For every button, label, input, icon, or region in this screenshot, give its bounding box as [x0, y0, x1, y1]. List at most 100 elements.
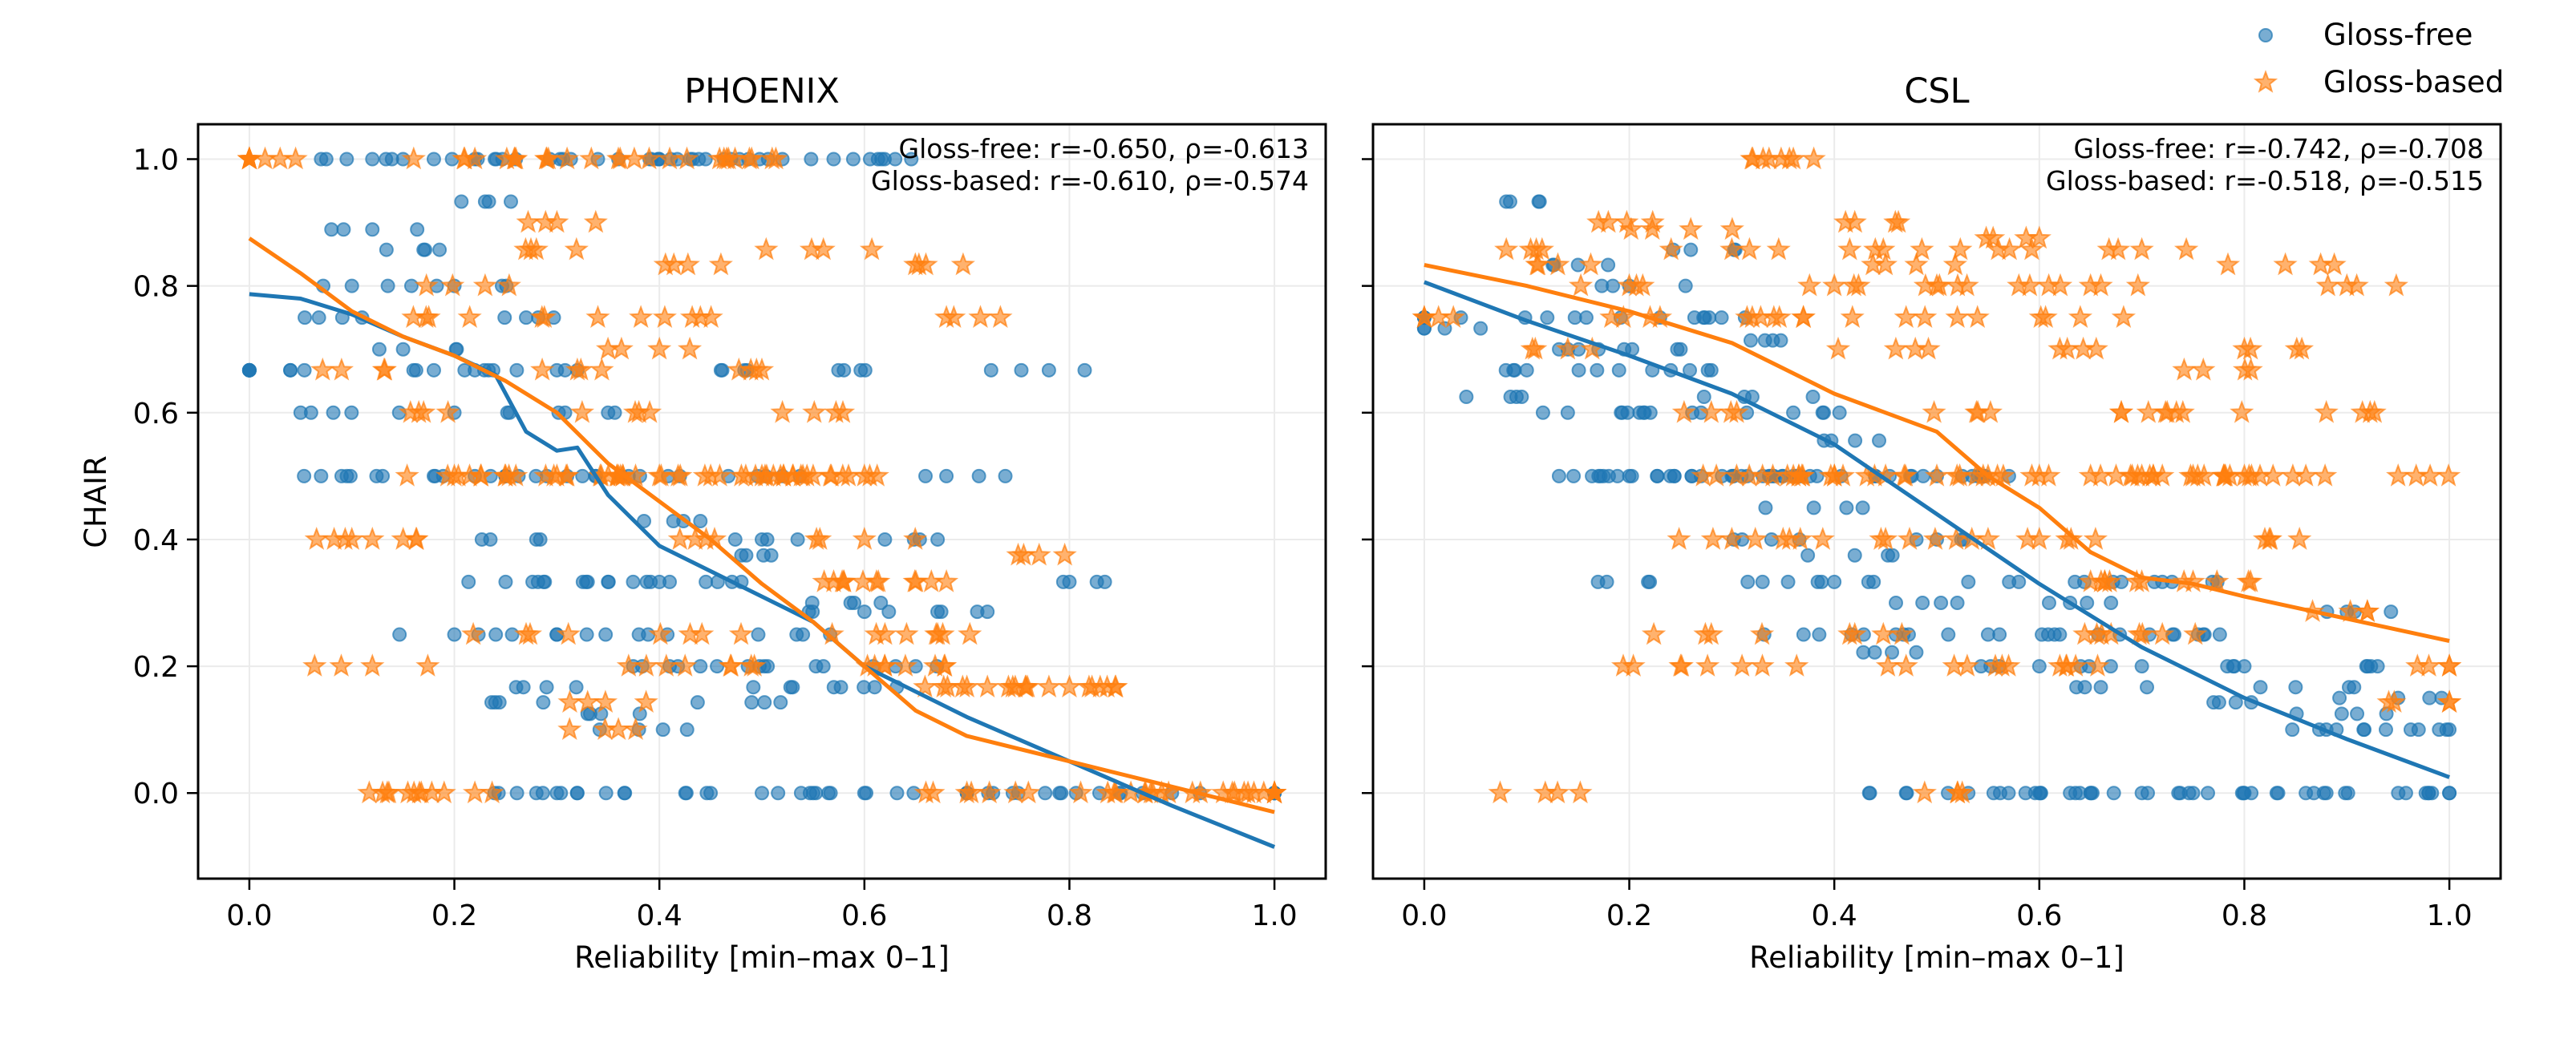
data-point-star — [629, 305, 654, 329]
data-point-circle — [1796, 627, 1811, 642]
data-point-star — [579, 146, 604, 170]
data-point-star — [2027, 527, 2051, 550]
data-point-star — [2238, 569, 2263, 592]
data-point-star — [1730, 653, 1755, 677]
data-point-star — [403, 527, 428, 550]
data-point-circle — [727, 532, 743, 547]
data-point-circle — [303, 405, 318, 420]
data-point-star — [457, 305, 482, 329]
data-point-star — [1699, 399, 1723, 423]
data-point-star — [2047, 273, 2073, 297]
data-point-circle — [826, 680, 841, 695]
data-point-circle — [535, 786, 550, 801]
data-point-circle — [930, 532, 946, 547]
data-point-circle — [2422, 690, 2437, 705]
data-point-circle — [2285, 722, 2300, 738]
data-point-circle — [759, 532, 775, 547]
data-point-circle — [2033, 786, 2048, 801]
data-point-circle — [679, 722, 695, 738]
phoenix-axes-frame — [196, 123, 1327, 880]
data-point-star — [2108, 399, 2133, 423]
data-point-circle — [1593, 468, 1608, 483]
data-point-star — [402, 780, 427, 804]
data-point-circle — [1992, 627, 2007, 642]
data-point-star — [1671, 399, 1697, 423]
data-point-star — [401, 146, 426, 170]
data-point-star — [2205, 569, 2230, 592]
data-point-star — [416, 305, 441, 329]
data-point-star — [1822, 273, 1847, 297]
phoenix-stats-gloss-free: Gloss-free: r=-0.650, ρ=-0.613 — [899, 133, 1309, 164]
data-point-star — [653, 252, 678, 276]
data-point-star — [462, 780, 488, 804]
data-point-star — [1777, 527, 1802, 550]
csl-axes-frame — [1371, 123, 2502, 880]
data-point-star — [1262, 780, 1287, 804]
phoenix-title: PHOENIX — [684, 71, 840, 111]
data-point-circle — [2068, 786, 2083, 801]
data-point-star — [831, 569, 856, 592]
data-point-star — [968, 305, 993, 329]
data-point-circle — [444, 152, 460, 167]
data-point-star — [1945, 780, 1970, 804]
data-point-circle — [2035, 627, 2050, 642]
data-point-circle — [744, 695, 759, 710]
data-point-star — [1945, 463, 1970, 487]
data-point-circle — [2031, 659, 2047, 674]
data-point-circle — [970, 604, 985, 620]
data-point-star — [770, 399, 795, 423]
data-point-circle — [1909, 645, 1924, 660]
data-point-circle — [380, 278, 395, 293]
data-point-circle — [283, 362, 298, 378]
data-point-star — [763, 146, 788, 170]
data-point-circle — [241, 362, 257, 378]
data-point-circle — [426, 362, 441, 378]
data-point-star — [2172, 357, 2197, 381]
data-point-circle — [2140, 680, 2155, 695]
data-point-circle — [297, 362, 312, 378]
data-point-circle — [2228, 695, 2243, 710]
x-tick-label: 1.0 — [2426, 899, 2472, 932]
data-point-circle — [497, 310, 512, 325]
data-point-star — [1942, 252, 1967, 276]
data-point-circle — [1740, 574, 1756, 589]
phoenix-stats-gloss-based: Gloss-based: r=-0.610, ρ=-0.574 — [871, 165, 1309, 196]
data-point-circle — [519, 310, 534, 325]
data-point-circle — [739, 548, 754, 563]
data-point-star — [2017, 273, 2043, 297]
data-point-circle — [808, 659, 824, 674]
data-point-star — [2386, 463, 2411, 487]
data-point-star — [1797, 273, 1822, 297]
data-point-star — [2417, 463, 2443, 487]
legend-label-gloss-free: Gloss-free — [2323, 18, 2473, 52]
data-point-circle — [2167, 627, 2182, 642]
phoenix-panel: PHOENIX 0.0 0.2 0.4 0.6 0.8 1.00.00.20.40.60.… — [79, 71, 1327, 975]
x-tick-label: 1.0 — [1251, 899, 1297, 932]
data-point-star — [802, 399, 827, 423]
data-point-star — [1840, 305, 1865, 329]
data-point-circle — [1567, 310, 1582, 325]
data-point-star — [1893, 463, 1918, 487]
data-point-star — [1533, 780, 1557, 804]
data-point-circle — [342, 468, 358, 483]
data-point-star — [1841, 273, 1866, 297]
data-point-circle — [2340, 786, 2355, 801]
data-point-circle — [641, 627, 656, 642]
data-point-star — [557, 717, 582, 741]
data-point-circle — [1473, 321, 1488, 336]
data-point-star — [2261, 463, 2286, 487]
data-point-star — [850, 569, 875, 592]
y-tick-label: 0.6 — [133, 398, 179, 430]
phoenix-ticks: 0.0 0.2 0.4 0.6 0.8 1.0 0.0 0.2 0.4 0.6 0.8 1.0 — [133, 143, 1298, 932]
data-point-circle — [934, 604, 949, 620]
data-point-star — [711, 146, 736, 170]
csl-stats-gloss-free: Gloss-free: r=-0.742, ρ=-0.708 — [2074, 133, 2484, 164]
data-point-circle — [2106, 786, 2121, 801]
data-point-circle — [1805, 390, 1821, 405]
data-point-star — [556, 621, 581, 645]
data-point-star — [648, 621, 673, 645]
data-point-circle — [699, 786, 715, 801]
data-point-circle — [607, 405, 622, 420]
data-point-star — [2078, 273, 2103, 297]
data-point-star — [2350, 399, 2375, 423]
